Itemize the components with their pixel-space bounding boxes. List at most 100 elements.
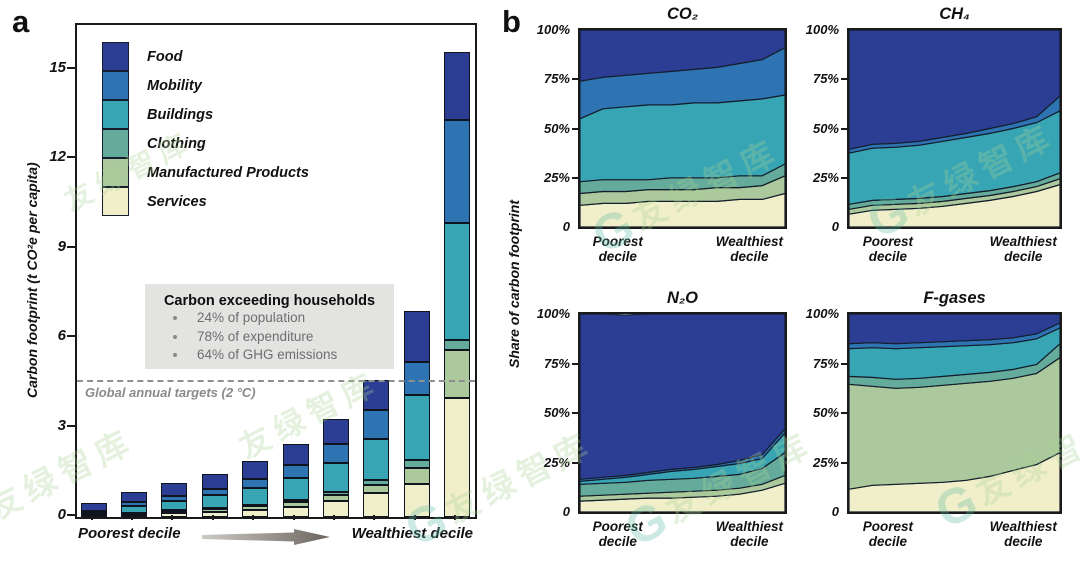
x-label-wealthiest: Wealthiest decile	[989, 234, 1057, 264]
y-tick-label: 0	[562, 504, 570, 519]
legend-swatch	[102, 70, 129, 100]
bar-segment-mobility	[282, 464, 309, 479]
y-tick-label: 25%	[543, 454, 570, 470]
bar-segment-food	[322, 418, 349, 444]
y-tick	[572, 176, 578, 179]
bar-segment-buildings	[120, 505, 147, 513]
legend-label: Mobility	[147, 77, 202, 94]
bar-segment-food	[120, 492, 147, 503]
y-tick-label: 9	[57, 237, 66, 255]
bar-segment-services	[201, 511, 228, 517]
bullet-dot	[173, 316, 177, 320]
bar-segment-mobility	[403, 361, 430, 395]
bar-segment-clothing	[363, 480, 390, 485]
legend-item-manufactured-products: Manufactured Products	[102, 157, 309, 187]
y-tick	[572, 78, 578, 81]
x-tick	[292, 515, 295, 520]
panel-a-label: a	[12, 4, 30, 39]
bar-segment-buildings	[363, 438, 390, 481]
legend-item-buildings: Buildings	[102, 99, 309, 129]
bar-segment-manufactured-products	[322, 494, 349, 501]
x-tick	[130, 515, 133, 520]
x-axis-label-wealthiest: Wealthiest decile	[351, 525, 473, 542]
bar-segment-manufactured-products	[201, 509, 228, 512]
y-tick	[841, 362, 847, 365]
area-chart-ch4: CH₄ Poorest decile Wealthiest decile 100…	[806, 5, 1062, 264]
bar-segment-buildings	[201, 495, 228, 508]
bar-segment-manufactured-products	[161, 511, 188, 514]
bar-segment-services	[363, 493, 390, 517]
y-tick	[67, 156, 75, 159]
bar-segment-mobility	[161, 496, 188, 501]
y-tick-label: 75%	[543, 71, 570, 87]
bullet-text: 24% of population	[197, 310, 306, 325]
bar-segment-food	[201, 473, 228, 489]
x-tick	[413, 515, 416, 520]
y-tick-label: 100%	[536, 22, 570, 37]
x-tick	[332, 515, 335, 520]
bar-segment-services	[403, 484, 430, 517]
decile-arrow	[202, 529, 330, 545]
y-tick	[67, 335, 75, 338]
plot-ch4	[847, 28, 1062, 229]
y-tick	[572, 362, 578, 365]
bar-segment-buildings	[403, 394, 430, 461]
bar-segment-services	[161, 513, 188, 517]
legend: Food Mobility Buildings Clothing Manufacture…	[102, 41, 309, 216]
y-tick-label: 100%	[805, 306, 839, 321]
x-label-wealthiest: Wealthiest decile	[989, 519, 1057, 549]
legend-swatch	[102, 128, 129, 158]
y-tick	[67, 245, 75, 248]
bullet-dot	[173, 353, 177, 357]
plot-co2	[578, 28, 787, 229]
bar-segment-services	[242, 509, 269, 517]
area-band-food	[580, 30, 785, 82]
y-tick-label: 15	[49, 58, 66, 76]
legend-label: Clothing	[147, 135, 206, 152]
panel-a-plot: Food Mobility Buildings Clothing Manufacture…	[75, 23, 477, 519]
bar-segment-buildings	[242, 488, 269, 505]
chart-title-co2: CO₂	[666, 5, 699, 23]
y-tick-label: 25%	[543, 169, 570, 185]
panel-a-y-ticks: 0 3 6 9 12 15	[0, 23, 75, 523]
bar-segment-services	[322, 500, 349, 517]
bar-segment-buildings	[282, 478, 309, 500]
panel-b-label: b	[502, 4, 521, 39]
y-tick	[572, 127, 578, 130]
bar-segment-food	[161, 483, 188, 497]
chart-title-n2o: N₂O	[666, 289, 699, 307]
y-tick	[572, 461, 578, 464]
bar-segment-mobility	[363, 409, 390, 439]
legend-label: Services	[147, 193, 207, 210]
bar-segment-mobility	[80, 510, 107, 513]
x-tick	[171, 515, 174, 520]
legend-label: Manufactured Products	[147, 164, 309, 181]
x-label-poorest: Poorest decile	[592, 519, 643, 549]
bar-segment-food	[242, 460, 269, 479]
x-label-wealthiest: Wealthiest decile	[715, 519, 784, 549]
y-tick-label: 25%	[812, 454, 839, 470]
plot-n2o	[578, 312, 787, 514]
target-line-label: Global annual targets (2 °C)	[85, 384, 256, 400]
y-tick	[841, 461, 847, 464]
target-line: Global annual targets (2 °C)	[77, 379, 475, 400]
bar-segment-mobility	[242, 478, 269, 489]
y-tick-label: 0	[57, 506, 66, 523]
annotation-bullets: 24% of population 78% of expenditure 64% o…	[145, 309, 394, 365]
area-band-food	[849, 314, 1060, 345]
y-tick-label: 50%	[812, 405, 839, 420]
y-tick-label: 100%	[805, 22, 839, 37]
y-tick	[67, 66, 75, 69]
bar-segment-food	[363, 379, 390, 410]
annotation-bullet: 64% of GHG emissions	[145, 346, 394, 365]
y-tick	[67, 514, 75, 516]
bar-segment-buildings	[161, 500, 188, 511]
bar-segment-food	[80, 502, 107, 511]
legend-item-clothing: Clothing	[102, 128, 309, 158]
y-tick	[841, 78, 847, 81]
area-band-food	[580, 314, 785, 480]
area-band-food	[849, 30, 1060, 150]
legend-swatch	[102, 99, 129, 129]
bar-segment-manufactured-products	[363, 484, 390, 494]
x-tick	[454, 515, 457, 520]
